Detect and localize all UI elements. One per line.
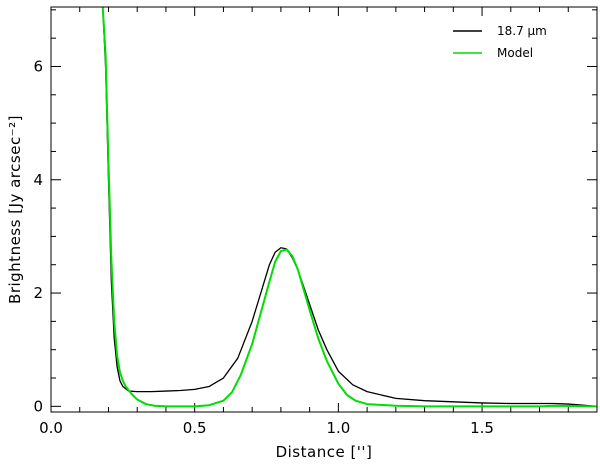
series-line-18-7-um bbox=[102, 7, 597, 407]
x-axis-title: Distance [''] bbox=[276, 443, 373, 461]
y-tick-label: 0 bbox=[33, 397, 43, 415]
legend: 18.7 μm Model bbox=[453, 24, 547, 60]
y-tick-label: 2 bbox=[33, 284, 43, 302]
y-axis-title: Brightness [Jy arcsec⁻²] bbox=[6, 115, 24, 304]
series-lines bbox=[101, 7, 597, 408]
legend-label-18-7-um: 18.7 μm bbox=[497, 24, 547, 38]
plot-frame bbox=[50, 6, 598, 413]
y-tick-label: 6 bbox=[33, 57, 43, 75]
x-tick-label: 0.0 bbox=[39, 419, 63, 437]
legend-label-model: Model bbox=[497, 46, 533, 60]
x-tick-label: 1.5 bbox=[470, 419, 494, 437]
x-tick-label: 0.5 bbox=[183, 419, 207, 437]
x-axis-ticks: 0.0 0.5 1.0 1.5 bbox=[39, 7, 569, 437]
x-tick-label: 1.0 bbox=[326, 419, 350, 437]
y-tick-label: 4 bbox=[33, 171, 43, 189]
y-axis-ticks: 0 2 4 6 bbox=[33, 9, 597, 415]
series-line-model bbox=[101, 7, 597, 408]
